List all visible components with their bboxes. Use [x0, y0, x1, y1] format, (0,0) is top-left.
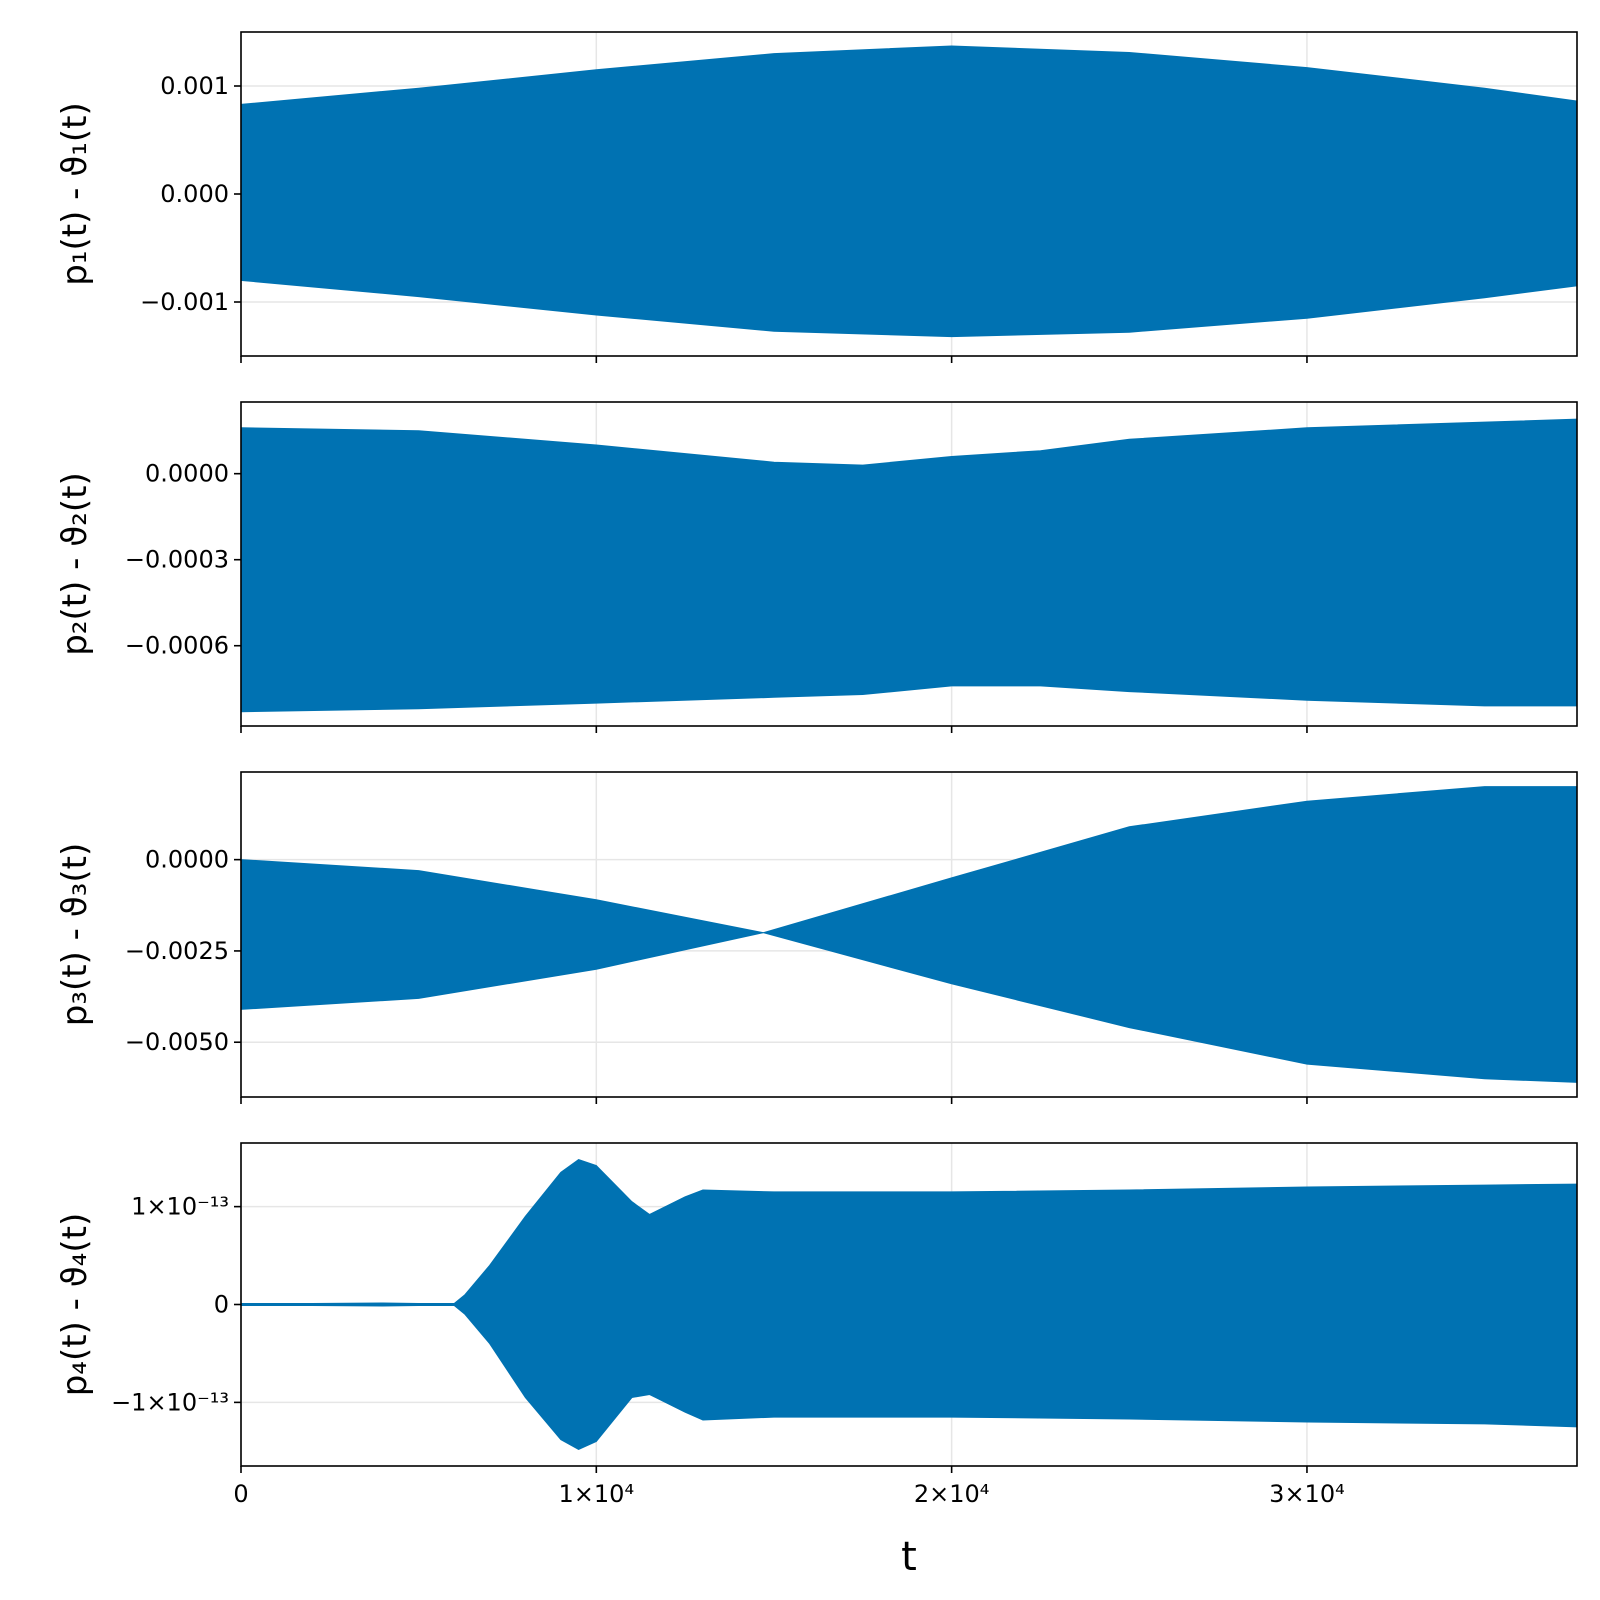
y-tick-label: 0.000	[160, 180, 229, 208]
series-band-4	[240, 1159, 1578, 1450]
y-tick-label: 1×10⁻¹³	[131, 1193, 229, 1221]
y-tick-label: 0.0000	[145, 846, 229, 874]
y-tick-label: −1×10⁻¹³	[111, 1388, 229, 1416]
x-tick-label: 0	[233, 1480, 248, 1508]
panel-2: 0.0000 −0.0003 −0.0006 p₂(t) - ϑ₂(t)	[55, 401, 1578, 733]
plot-frame	[240, 401, 1578, 727]
series-band-3	[240, 786, 1578, 1083]
series-band-1	[240, 45, 1578, 338]
y-tick-label: −0.0006	[125, 632, 229, 660]
x-tick-label: 1×10⁴	[559, 1480, 635, 1508]
y-axis-label: p₁(t) - ϑ₁(t)	[55, 102, 95, 286]
panel-3: 0.0000 −0.0025 −0.0050 p₃(t) - ϑ₃(t)	[55, 771, 1578, 1104]
panel-4: 1×10⁻¹³ 0 −1×10⁻¹³ 0 1×10⁴ 2×10⁴ 3×10⁴ p₄(t) - …	[55, 1142, 1578, 1580]
y-tick-label: −0.0025	[125, 937, 229, 965]
x-tick-label: 2×10⁴	[914, 1480, 990, 1508]
y-axis-label: p₂(t) - ϑ₂(t)	[55, 472, 95, 656]
y-axis-label: p₄(t) - ϑ₄(t)	[55, 1213, 95, 1397]
y-tick-label: 0.0000	[145, 460, 229, 488]
x-tick-label: 3×10⁴	[1269, 1480, 1345, 1508]
y-tick-label: −0.001	[140, 288, 229, 316]
y-tick-label: −0.0003	[125, 546, 229, 574]
y-axis-label: p₃(t) - ϑ₃(t)	[55, 843, 95, 1027]
series-band-2	[240, 418, 1578, 713]
y-tick-label: −0.0050	[125, 1028, 229, 1056]
y-tick-label: 0	[214, 1291, 229, 1319]
x-axis-label: t	[901, 1534, 917, 1580]
panel-1: 0.001 0.000 −0.001 p₁(t) - ϑ₁(t)	[55, 31, 1578, 363]
y-tick-label: 0.001	[160, 72, 229, 100]
plot-frame	[240, 771, 1578, 1098]
